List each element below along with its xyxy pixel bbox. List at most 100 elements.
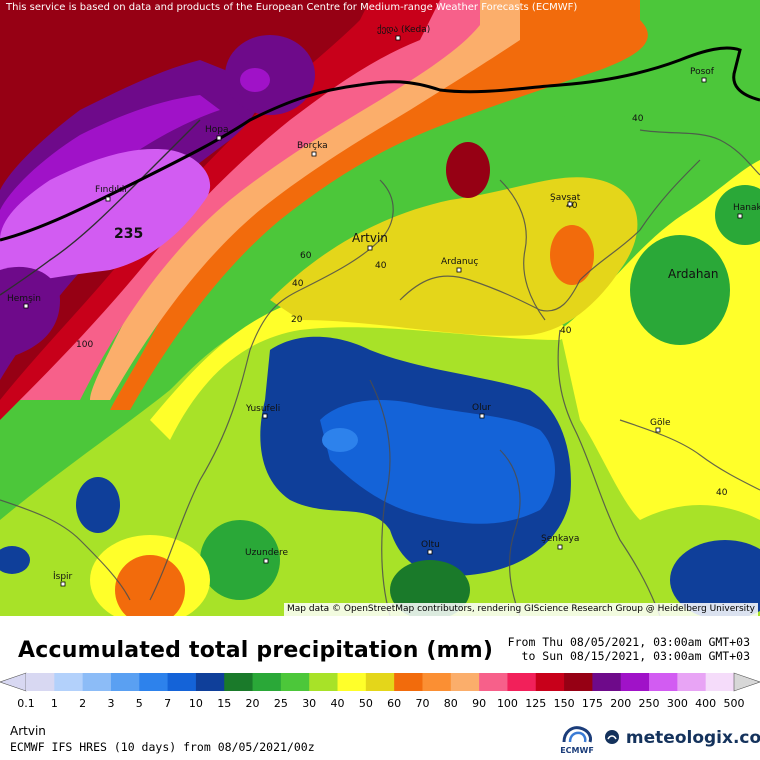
ecmwf-logo-icon bbox=[562, 726, 592, 743]
field-pink bbox=[20, 0, 480, 400]
scale-swatch bbox=[705, 673, 735, 691]
scale-tick-label: 300 bbox=[666, 697, 688, 710]
district-border-5 bbox=[557, 329, 661, 616]
place-hemsin: Hemşin bbox=[7, 294, 41, 304]
place-marker bbox=[216, 135, 222, 141]
scale-tick-label: 2 bbox=[79, 697, 87, 710]
place-marker bbox=[367, 245, 373, 251]
place-ardanuc: Ardanuç bbox=[441, 257, 478, 267]
legend-panel: Accumulated total precipitation (mm) Fro… bbox=[0, 616, 760, 760]
place-marker bbox=[737, 213, 743, 219]
meteologix-brand[interactable]: meteologix.com bbox=[604, 728, 760, 748]
field-green-hanak bbox=[715, 185, 760, 245]
place-marker bbox=[23, 303, 29, 309]
place-posof: Posof bbox=[690, 67, 715, 77]
field-olive bbox=[270, 177, 638, 336]
field-orange-sw bbox=[115, 555, 185, 616]
place-keda: ქედა (Keda) bbox=[377, 24, 430, 35]
place-hopa: Hopa bbox=[205, 125, 229, 135]
isoline-label-100: 100 bbox=[76, 340, 93, 350]
scale-swatch bbox=[252, 673, 282, 691]
place-findikli: Fındıklı bbox=[95, 185, 127, 195]
scale-tick-label: 200 bbox=[610, 697, 632, 710]
isoline-label-40: 40 bbox=[292, 279, 304, 289]
scale-swatch bbox=[224, 673, 254, 691]
scale-tick-label: 20 bbox=[245, 697, 260, 710]
place-marker bbox=[60, 581, 66, 587]
location-name: Artvin bbox=[10, 724, 46, 738]
isoline-label-40: 40 bbox=[632, 114, 644, 124]
isoline-label-40: 40 bbox=[375, 261, 387, 271]
scale-tick-label: 15 bbox=[217, 697, 232, 710]
district-border-9 bbox=[0, 499, 131, 601]
place-marker bbox=[311, 151, 317, 157]
place-marker bbox=[105, 196, 111, 202]
scale-swatch bbox=[26, 673, 55, 691]
field-navy-w bbox=[0, 546, 30, 574]
place-hanak: Hanak bbox=[733, 203, 760, 213]
field-violet bbox=[0, 95, 220, 260]
field-darkred bbox=[0, 0, 370, 400]
field-purple-hemsin bbox=[0, 266, 60, 360]
scale-swatch bbox=[394, 673, 423, 691]
scale-tick-label: 40 bbox=[330, 697, 345, 710]
district-border-1 bbox=[149, 289, 301, 601]
scale-tick-label: 70 bbox=[415, 697, 430, 710]
place-artvin: Artvin bbox=[352, 231, 388, 245]
field-green-savsat bbox=[535, 115, 615, 175]
scale-swatch bbox=[280, 673, 310, 691]
scale-swatch bbox=[677, 673, 707, 691]
isoline-label-20: 20 bbox=[291, 315, 303, 325]
max-value-label: 235 bbox=[114, 226, 143, 242]
place-marker bbox=[395, 35, 401, 41]
place-senkaya: Şenkaya bbox=[541, 534, 579, 544]
scale-tick-label: 50 bbox=[358, 697, 373, 710]
scale-swatch bbox=[479, 673, 508, 691]
ecmwf-logo[interactable]: ECMWF bbox=[556, 724, 598, 758]
scale-arrow-high bbox=[733, 672, 760, 692]
place-borcka: Borçka bbox=[297, 141, 328, 151]
color-scale-labels: 0.1 1 2 3 5 7 10 15 20 25 30 40 50 60 70 80 90 100 125 150 1… bbox=[0, 697, 760, 711]
precipitation-map[interactable]: 40 40 40 40 40 40 60 20 100 235 bbox=[0, 0, 760, 616]
scale-tick-label: 25 bbox=[273, 697, 288, 710]
field-violet-top bbox=[240, 68, 270, 92]
scale-swatch bbox=[337, 673, 367, 691]
scale-swatch bbox=[139, 673, 169, 691]
field-orange-savsat bbox=[550, 225, 594, 285]
district-border-6 bbox=[369, 379, 391, 616]
scale-swatch bbox=[620, 673, 650, 691]
scale-tick-label: 100 bbox=[496, 697, 518, 710]
scale-tick-label: 80 bbox=[443, 697, 458, 710]
place-marker bbox=[479, 413, 485, 419]
field-navy-se bbox=[670, 540, 760, 616]
district-border-10 bbox=[639, 129, 760, 176]
district-border-8 bbox=[619, 419, 760, 491]
scale-tick-label: 30 bbox=[302, 697, 317, 710]
scale-swatch bbox=[365, 673, 395, 691]
scale-tick-label: 1 bbox=[50, 697, 58, 710]
place-marker bbox=[701, 77, 707, 83]
scale-arrow-low bbox=[0, 672, 27, 692]
place-marker bbox=[262, 413, 268, 419]
legend-title: Accumulated total precipitation (mm) bbox=[18, 638, 494, 663]
scale-swatch bbox=[309, 673, 339, 691]
place-ispir: İspir bbox=[53, 571, 73, 582]
scale-swatch bbox=[450, 673, 480, 691]
field-purple-top bbox=[225, 35, 315, 115]
district-border-11 bbox=[499, 179, 546, 321]
meteologix-logo-icon bbox=[605, 730, 619, 744]
scale-tick-label: 3 bbox=[107, 697, 115, 710]
scale-tick-label: 150 bbox=[553, 697, 575, 710]
scale-tick-label: 400 bbox=[695, 697, 717, 710]
isoline-label-60: 60 bbox=[300, 251, 312, 261]
place-olur: Olur bbox=[472, 403, 491, 413]
field-darkgreen-1 bbox=[390, 560, 470, 616]
color-scale-bar bbox=[0, 672, 760, 692]
place-savsat: Şavşat bbox=[550, 193, 581, 203]
brand-name: meteologix.com bbox=[625, 728, 760, 748]
place-oltu: Oltu bbox=[421, 540, 440, 550]
district-border-3 bbox=[399, 275, 581, 312]
field-darkred-blob bbox=[446, 142, 490, 198]
district-border-7 bbox=[499, 449, 521, 616]
period-from: From Thu 08/05/2021, 03:00am GMT+03 bbox=[507, 635, 750, 649]
